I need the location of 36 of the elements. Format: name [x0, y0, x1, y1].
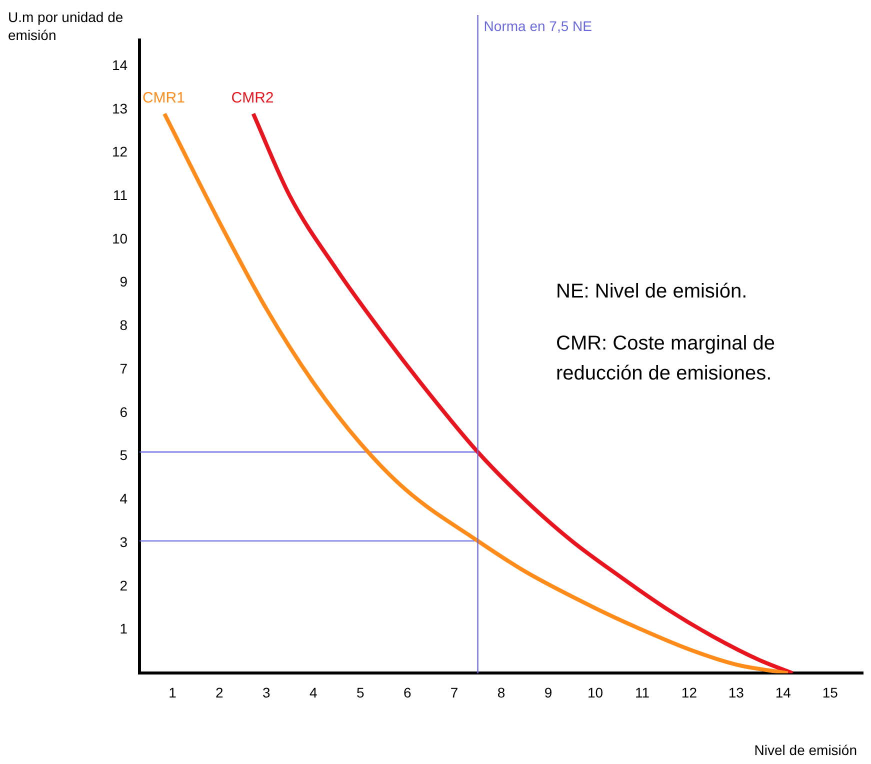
y-tick-label: 5	[120, 447, 128, 464]
y-tick-label: 10	[112, 230, 128, 246]
y-tick-label: 2	[120, 577, 128, 594]
x-tick-label: 8	[497, 684, 506, 700]
y-tick-label: 1	[120, 620, 128, 637]
ref-line-label: Norma en 7,5 NE	[484, 18, 592, 34]
y-tick-label: 11	[113, 186, 128, 203]
x-tick-label: 13	[728, 684, 744, 700]
series-label: CMR1	[142, 89, 185, 106]
x-tick-label: 1	[168, 684, 177, 700]
x-tick-label: 14	[775, 684, 792, 700]
y-axis-title: U.m por unidad de emisión	[8, 8, 124, 44]
series-label: CMR2	[231, 89, 274, 106]
x-tick-label: 7	[450, 684, 458, 700]
y-tick-label: 12	[112, 144, 128, 160]
y-tick-label: 14	[112, 56, 128, 73]
x-tick-label: 2	[216, 684, 224, 700]
y-tick-label: 8	[120, 317, 128, 334]
annotation: CMR: Coste marginal de reducción de emisiones.	[556, 332, 775, 385]
x-tick-label: 10	[587, 684, 604, 700]
annotation: NE: Nivel de emisión.	[556, 280, 748, 303]
y-tick-label: 6	[120, 404, 128, 420]
x-tick-label: 5	[356, 684, 364, 700]
x-tick-label: 9	[544, 684, 552, 700]
x-tick-label: 12	[681, 684, 698, 700]
y-tick-label: 13	[112, 100, 128, 116]
x-axis-title: Nivel de emisión	[754, 742, 857, 758]
y-tick-label: 4	[120, 490, 128, 507]
y-tick-label: 3	[120, 534, 128, 550]
x-tick-label: 3	[262, 684, 271, 700]
x-tick-label: 15	[822, 684, 838, 700]
y-tick-label: 7	[120, 360, 128, 376]
x-tick-label: 4	[309, 684, 318, 700]
y-tick-label: 9	[120, 274, 128, 290]
x-tick-label: 11	[634, 684, 650, 700]
x-tick-label: 6	[403, 684, 412, 700]
